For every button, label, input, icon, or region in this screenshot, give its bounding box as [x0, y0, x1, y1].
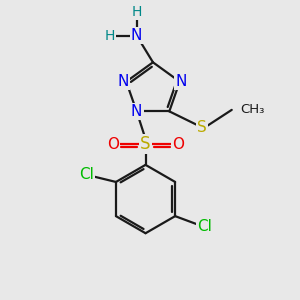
- Text: H: H: [131, 5, 142, 19]
- Text: Cl: Cl: [79, 167, 94, 182]
- Text: O: O: [107, 136, 119, 152]
- Text: N: N: [176, 74, 187, 89]
- Text: O: O: [172, 136, 184, 152]
- Text: S: S: [140, 135, 151, 153]
- Text: H: H: [105, 28, 115, 43]
- Text: N: N: [118, 74, 129, 89]
- Text: S: S: [197, 120, 207, 135]
- Text: N: N: [131, 28, 142, 43]
- Text: N: N: [131, 104, 142, 119]
- Text: Cl: Cl: [197, 219, 212, 234]
- Text: CH₃: CH₃: [241, 103, 265, 116]
